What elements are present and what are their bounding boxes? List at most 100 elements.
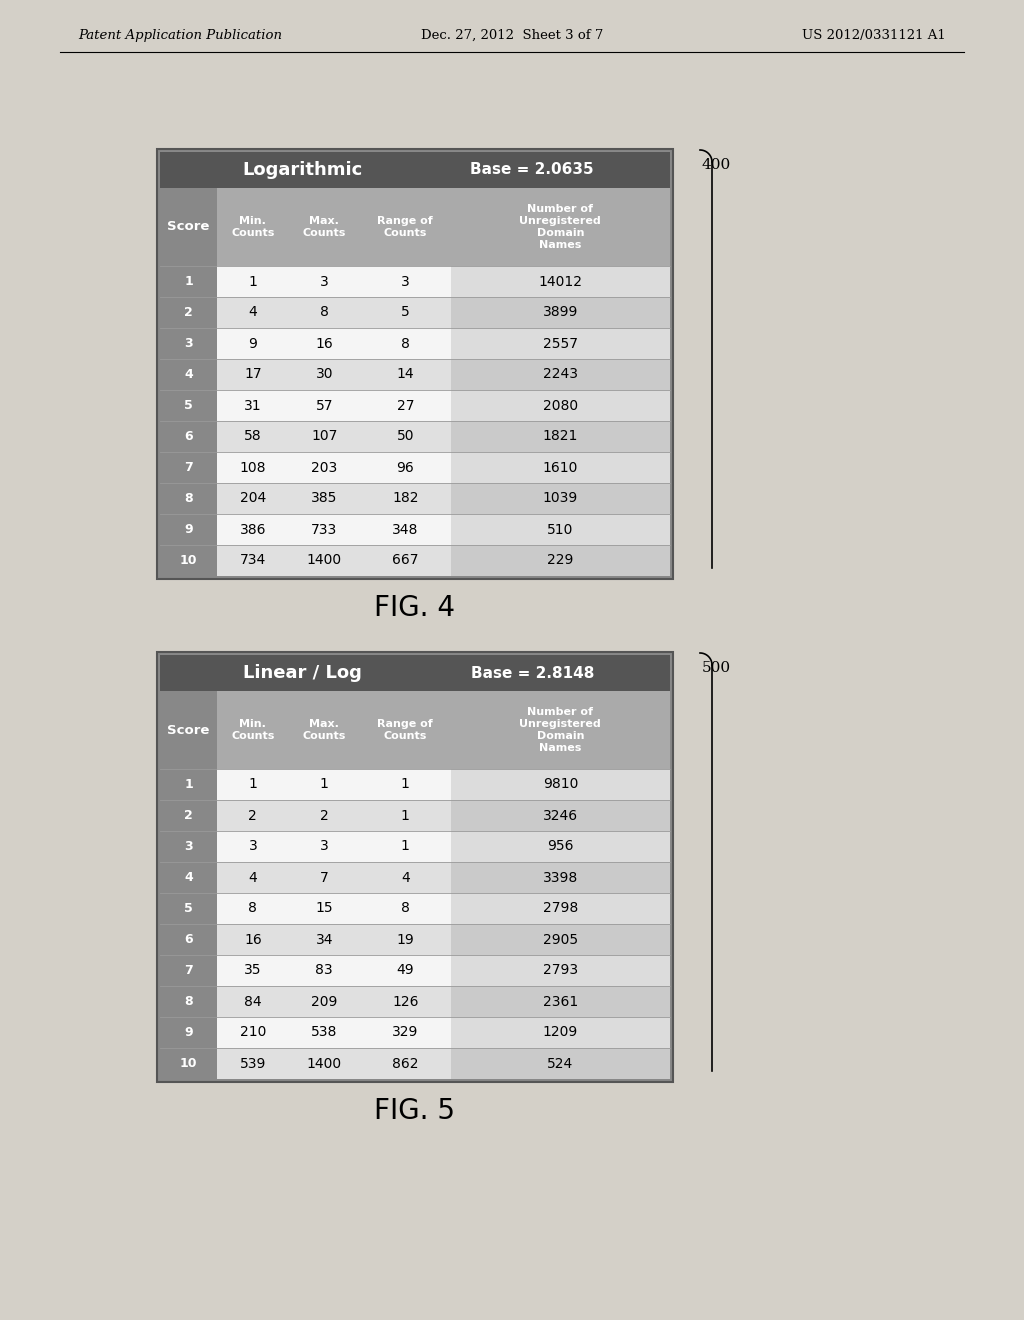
Text: Dec. 27, 2012  Sheet 3 of 7: Dec. 27, 2012 Sheet 3 of 7 [421, 29, 603, 41]
Text: 4: 4 [249, 870, 257, 884]
Text: Number of
Unregistered
Domain
Names: Number of Unregistered Domain Names [519, 205, 601, 249]
Text: 9810: 9810 [543, 777, 578, 792]
Text: 19: 19 [396, 932, 414, 946]
Text: 8: 8 [184, 995, 193, 1008]
Text: 5: 5 [401, 305, 410, 319]
Text: 83: 83 [315, 964, 333, 978]
Text: 9: 9 [184, 1026, 193, 1039]
Text: Score: Score [167, 220, 210, 234]
Bar [160, 655, 670, 690]
Text: 27: 27 [396, 399, 414, 412]
Text: 58: 58 [244, 429, 262, 444]
Bar [451, 545, 670, 576]
Text: 50: 50 [396, 429, 414, 444]
Bar [451, 1048, 670, 1078]
Text: 14012: 14012 [539, 275, 583, 289]
Text: Linear / Log: Linear / Log [244, 664, 362, 682]
Text: 733: 733 [311, 523, 337, 536]
Bar [160, 690, 670, 770]
Text: 8: 8 [400, 902, 410, 916]
Text: 3899: 3899 [543, 305, 578, 319]
Text: 3398: 3398 [543, 870, 578, 884]
Text: 10: 10 [180, 554, 198, 568]
Text: 539: 539 [240, 1056, 266, 1071]
Text: 16: 16 [315, 337, 333, 351]
Bar [451, 389, 670, 421]
Text: Number of
Unregistered
Domain
Names: Number of Unregistered Domain Names [519, 708, 601, 752]
Text: 538: 538 [311, 1026, 337, 1040]
Text: 1: 1 [319, 777, 329, 792]
Text: Base = 2.0635: Base = 2.0635 [470, 162, 594, 177]
Text: 1610: 1610 [543, 461, 578, 474]
Bar [451, 894, 670, 924]
Text: 35: 35 [244, 964, 261, 978]
Bar [217, 297, 451, 327]
Text: 5: 5 [184, 399, 193, 412]
Text: 956: 956 [547, 840, 573, 854]
Text: 4: 4 [249, 305, 257, 319]
Text: 2557: 2557 [543, 337, 578, 351]
Bar [451, 954, 670, 986]
Text: 203: 203 [311, 461, 337, 474]
Bar [160, 986, 217, 1016]
Bar [451, 297, 670, 327]
Text: 17: 17 [244, 367, 262, 381]
Text: 14: 14 [396, 367, 414, 381]
Bar [451, 421, 670, 451]
Text: 96: 96 [396, 461, 414, 474]
Bar [451, 359, 670, 389]
Text: 8: 8 [319, 305, 329, 319]
Text: 182: 182 [392, 491, 419, 506]
Bar [217, 327, 451, 359]
Text: 57: 57 [315, 399, 333, 412]
Bar [451, 924, 670, 954]
Bar [160, 770, 217, 800]
Bar [160, 545, 217, 576]
Bar [160, 894, 217, 924]
Bar [451, 327, 670, 359]
Text: 1: 1 [184, 777, 193, 791]
Bar [217, 267, 451, 297]
Text: Range of
Counts: Range of Counts [378, 216, 433, 238]
Bar [160, 862, 217, 894]
Text: 1400: 1400 [306, 553, 342, 568]
Text: Max.
Counts: Max. Counts [302, 216, 346, 238]
Bar [217, 1048, 451, 1078]
Text: Base = 2.8148: Base = 2.8148 [471, 665, 594, 681]
Text: 2798: 2798 [543, 902, 578, 916]
Bar [217, 1016, 451, 1048]
Text: 1: 1 [400, 777, 410, 792]
Bar [160, 359, 217, 389]
Text: 348: 348 [392, 523, 419, 536]
Bar [160, 800, 217, 832]
Text: 10: 10 [180, 1057, 198, 1071]
Bar [160, 513, 217, 545]
Bar [217, 894, 451, 924]
Bar [217, 421, 451, 451]
Text: 2361: 2361 [543, 994, 578, 1008]
Text: 31: 31 [244, 399, 262, 412]
Text: 15: 15 [315, 902, 333, 916]
Text: Range of
Counts: Range of Counts [378, 719, 433, 741]
Text: 229: 229 [547, 553, 573, 568]
Bar [451, 832, 670, 862]
Text: 4: 4 [184, 871, 193, 884]
Bar [160, 297, 217, 327]
Bar [451, 770, 670, 800]
Bar [451, 800, 670, 832]
Text: 8: 8 [400, 337, 410, 351]
Text: 16: 16 [244, 932, 262, 946]
Text: 500: 500 [702, 661, 731, 675]
Bar [160, 187, 217, 267]
Bar [451, 451, 670, 483]
Text: 34: 34 [315, 932, 333, 946]
Bar [451, 1016, 670, 1048]
Text: 385: 385 [311, 491, 337, 506]
Text: 329: 329 [392, 1026, 419, 1040]
Text: 3: 3 [184, 840, 193, 853]
Text: 2: 2 [184, 306, 193, 319]
Text: 1: 1 [400, 808, 410, 822]
Text: 7: 7 [319, 870, 329, 884]
Text: 3: 3 [319, 275, 329, 289]
Bar [160, 327, 217, 359]
